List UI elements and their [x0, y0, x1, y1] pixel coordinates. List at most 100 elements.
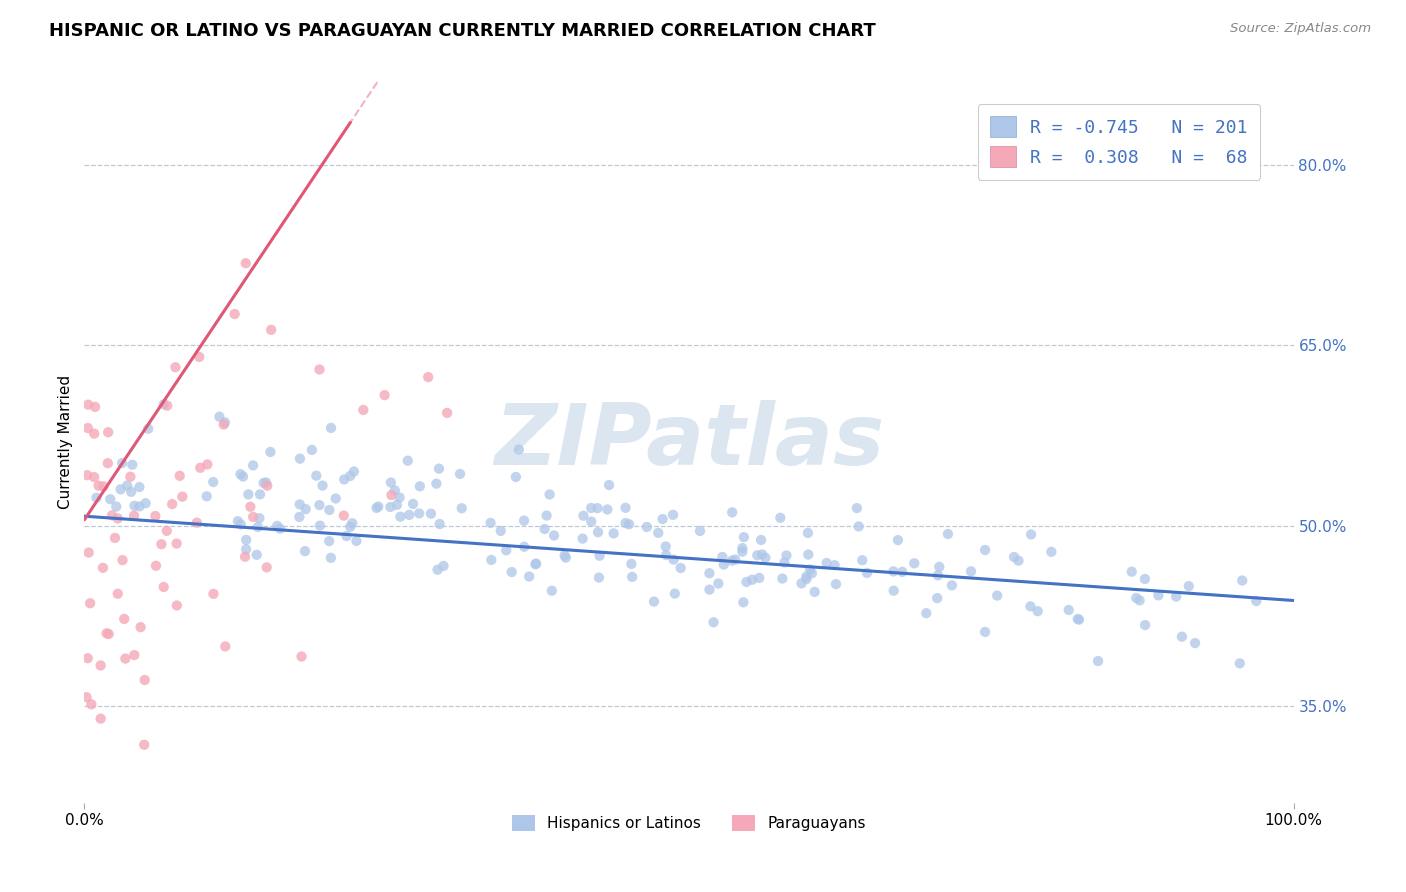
Point: [84, 400, 107, 414]
Point: [98, 492, 121, 507]
Point: [229, 517, 252, 532]
Text: ZIPatlas: ZIPatlas: [494, 400, 884, 483]
Point: [796, 569, 818, 583]
Point: [195, 458, 218, 472]
Point: [501, 565, 523, 579]
Point: [333, 472, 356, 486]
Point: [229, 467, 252, 482]
Point: [436, 406, 458, 420]
Point: [104, 531, 127, 545]
Point: [110, 483, 132, 497]
Point: [120, 484, 142, 499]
Point: [101, 508, 124, 523]
Point: [775, 549, 797, 563]
Point: [856, 566, 879, 580]
Point: [208, 409, 231, 424]
Point: [773, 556, 796, 570]
Point: [803, 585, 825, 599]
Point: [824, 558, 846, 573]
Point: [333, 508, 356, 523]
Point: [128, 500, 150, 514]
Point: [156, 399, 179, 413]
Point: [596, 502, 619, 516]
Point: [1129, 593, 1152, 607]
Point: [479, 516, 502, 530]
Point: [733, 595, 755, 609]
Point: [651, 512, 673, 526]
Point: [572, 508, 595, 523]
Point: [598, 478, 620, 492]
Point: [754, 550, 776, 565]
Point: [269, 522, 291, 536]
Point: [1019, 527, 1042, 541]
Point: [724, 552, 747, 566]
Point: [1147, 588, 1170, 602]
Point: [145, 508, 167, 523]
Point: [214, 416, 236, 430]
Point: [76, 690, 98, 705]
Point: [800, 566, 823, 581]
Point: [425, 476, 447, 491]
Point: [429, 517, 451, 532]
Point: [1067, 612, 1090, 626]
Point: [1232, 574, 1254, 588]
Point: [426, 563, 449, 577]
Point: [214, 640, 236, 654]
Point: [711, 549, 734, 564]
Point: [517, 569, 540, 583]
Point: [941, 578, 963, 592]
Point: [97, 627, 120, 641]
Point: [543, 528, 565, 542]
Point: [93, 479, 115, 493]
Point: [495, 543, 517, 558]
Point: [259, 445, 281, 459]
Point: [318, 503, 340, 517]
Point: [614, 516, 637, 530]
Point: [790, 576, 813, 591]
Point: [308, 362, 330, 376]
Point: [731, 541, 754, 555]
Point: [721, 554, 744, 568]
Point: [242, 458, 264, 473]
Point: [721, 505, 744, 519]
Point: [256, 560, 278, 574]
Point: [290, 649, 312, 664]
Point: [91, 561, 114, 575]
Point: [233, 549, 256, 564]
Point: [1087, 654, 1109, 668]
Point: [571, 532, 593, 546]
Point: [166, 536, 188, 550]
Point: [621, 570, 644, 584]
Point: [1121, 565, 1143, 579]
Point: [554, 549, 576, 563]
Point: [540, 583, 562, 598]
Point: [1184, 636, 1206, 650]
Point: [156, 524, 179, 538]
Point: [366, 500, 388, 515]
Point: [396, 453, 419, 467]
Point: [249, 487, 271, 501]
Point: [202, 587, 225, 601]
Point: [150, 537, 173, 551]
Point: [308, 498, 330, 512]
Point: [224, 307, 246, 321]
Point: [747, 549, 769, 563]
Point: [90, 658, 112, 673]
Point: [614, 500, 637, 515]
Point: [1166, 590, 1188, 604]
Point: [489, 524, 512, 538]
Point: [731, 545, 754, 559]
Point: [339, 469, 361, 483]
Point: [107, 511, 129, 525]
Point: [122, 508, 145, 523]
Point: [536, 508, 558, 523]
Point: [1229, 657, 1251, 671]
Point: [389, 509, 412, 524]
Point: [513, 540, 536, 554]
Point: [226, 514, 249, 528]
Point: [97, 425, 120, 440]
Point: [83, 426, 105, 441]
Point: [887, 533, 910, 547]
Point: [586, 501, 609, 516]
Point: [288, 497, 311, 511]
